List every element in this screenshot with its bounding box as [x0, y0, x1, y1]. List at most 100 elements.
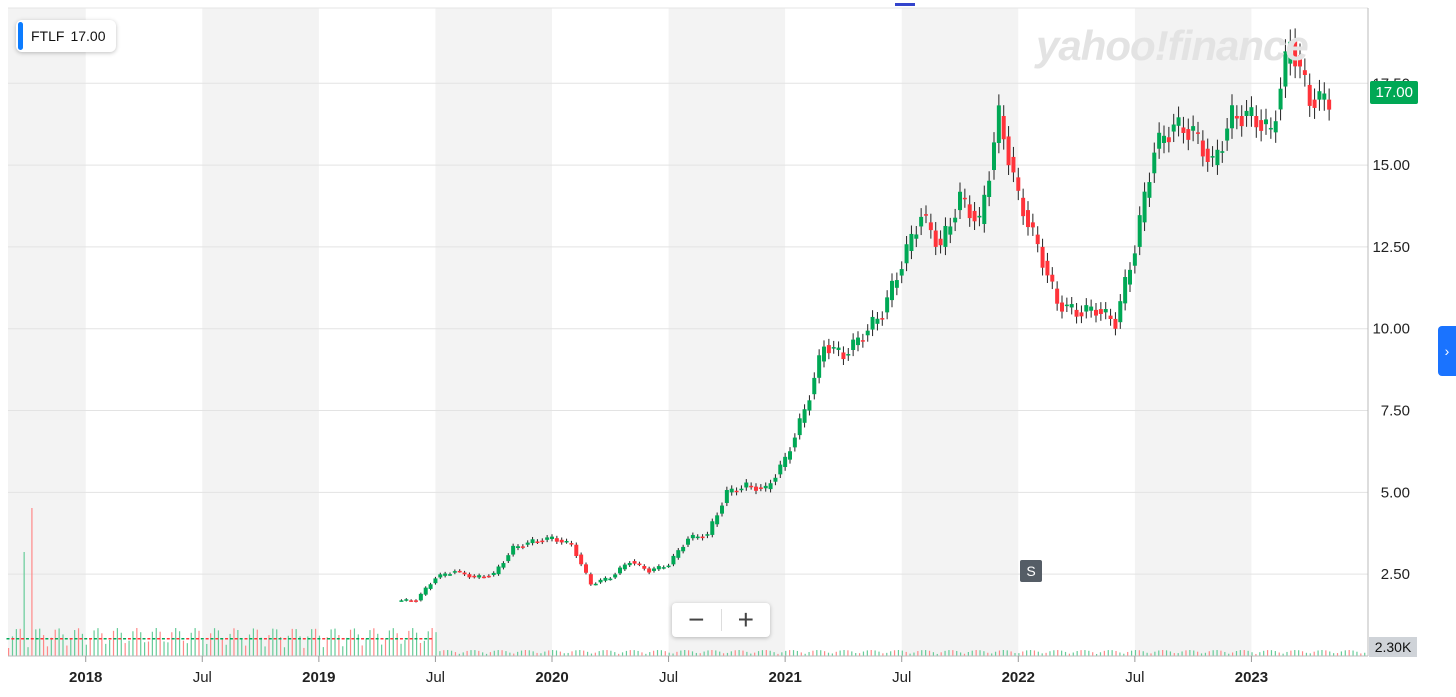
candle-body: [1074, 309, 1079, 317]
volume-bar: [1216, 650, 1218, 656]
volume-bar: [482, 652, 484, 656]
candle-body: [385, 638, 389, 640]
symbol-legend[interactable]: FTLF 17.00: [16, 20, 116, 52]
candle-body: [98, 638, 102, 640]
volume-bar: [944, 650, 946, 656]
volume-bar: [1263, 650, 1265, 656]
candle-body: [322, 638, 326, 640]
candle-body: [545, 537, 550, 540]
volume-bar: [1169, 651, 1172, 656]
volume-bar: [1022, 651, 1024, 656]
volume-bar: [699, 653, 701, 656]
candle-body: [423, 587, 428, 595]
volume-bar: [1146, 652, 1148, 656]
candle-body: [55, 638, 59, 640]
candle-body: [690, 534, 695, 539]
volume-bar: [1340, 651, 1342, 656]
volume-bar: [773, 652, 775, 656]
volume-bar: [761, 650, 764, 656]
candle-body: [588, 574, 593, 585]
candle-body: [846, 354, 851, 356]
volume-bar: [101, 633, 103, 656]
volume-bar: [175, 628, 177, 656]
x-tick-label: 2018: [69, 669, 102, 686]
y-tick-label: 5.00: [1381, 484, 1410, 501]
volume-bar: [1173, 653, 1175, 656]
candlesticks: [6, 28, 1332, 640]
volume-bar: [435, 632, 437, 656]
volume-bar: [74, 630, 76, 656]
candle-body: [142, 638, 146, 640]
candle-body: [30, 638, 34, 640]
volume-bar: [252, 628, 254, 656]
candle-body: [1069, 304, 1074, 308]
volume-bar: [365, 638, 367, 656]
volume-bar: [936, 653, 938, 656]
volume-bar: [66, 645, 68, 656]
volume-bar: [105, 643, 107, 656]
candle-body: [1244, 110, 1249, 116]
volume-bar: [816, 650, 818, 656]
volume-bar: [178, 631, 181, 656]
candle-body: [1273, 121, 1278, 133]
range-marker[interactable]: [895, 3, 915, 6]
candle-body: [812, 377, 817, 395]
candle-body: [958, 191, 962, 211]
volume-bar: [738, 650, 740, 656]
candle-body: [1210, 156, 1215, 158]
volume-bar: [392, 628, 394, 656]
candle-body: [613, 574, 618, 578]
volume-bar: [198, 630, 200, 656]
candle-body: [1103, 309, 1108, 313]
volume-bar: [15, 629, 17, 656]
candle-body: [288, 638, 292, 640]
candle-body: [783, 456, 788, 467]
volume-bar: [1344, 650, 1346, 656]
volume-bar: [1018, 653, 1020, 656]
volume-bar: [1096, 653, 1098, 656]
volume-bar: [1313, 651, 1315, 656]
zoom-in-button[interactable]: +: [737, 604, 754, 635]
volume-bar: [987, 652, 989, 656]
volume-bar: [1329, 651, 1331, 656]
candle-body: [739, 488, 744, 491]
volume-bar: [50, 637, 52, 656]
volume-bar: [466, 650, 468, 656]
volume-bar: [291, 628, 293, 656]
candle-body: [700, 536, 705, 539]
time-bands: [8, 7, 1368, 656]
volume-bar: [520, 650, 523, 656]
volume-bar: [625, 650, 628, 656]
candle-body: [977, 215, 982, 218]
candle-body: [1264, 119, 1268, 125]
candle-body: [239, 638, 243, 640]
volume-bar: [684, 650, 686, 656]
split-event-marker[interactable]: S: [1020, 560, 1042, 582]
volume-bar: [190, 632, 192, 656]
volume-bar: [1150, 653, 1152, 656]
volume-bar: [925, 650, 927, 656]
candle-body: [59, 638, 63, 640]
volume-bar: [1301, 651, 1304, 656]
candle-body: [428, 584, 433, 589]
volume-bar: [272, 628, 274, 656]
volume-bar: [664, 651, 666, 656]
candle-body: [254, 638, 258, 640]
volume-bar: [905, 651, 907, 656]
volume-bar: [979, 650, 981, 656]
volume-bar: [361, 645, 363, 656]
candle-body: [278, 638, 282, 640]
volume-bar: [575, 650, 577, 656]
volume-bar: [1298, 650, 1300, 656]
candle-body: [215, 638, 219, 640]
volume-bar: [419, 642, 422, 656]
candle-body: [715, 515, 720, 525]
candle-body: [1200, 140, 1205, 157]
volume-bar: [960, 652, 962, 656]
zoom-out-button[interactable]: −: [688, 604, 705, 635]
chevron-right-icon[interactable]: ›: [1438, 326, 1456, 376]
volume-bar: [517, 651, 519, 656]
volume-bar: [77, 628, 80, 656]
volume-bar: [548, 650, 550, 656]
